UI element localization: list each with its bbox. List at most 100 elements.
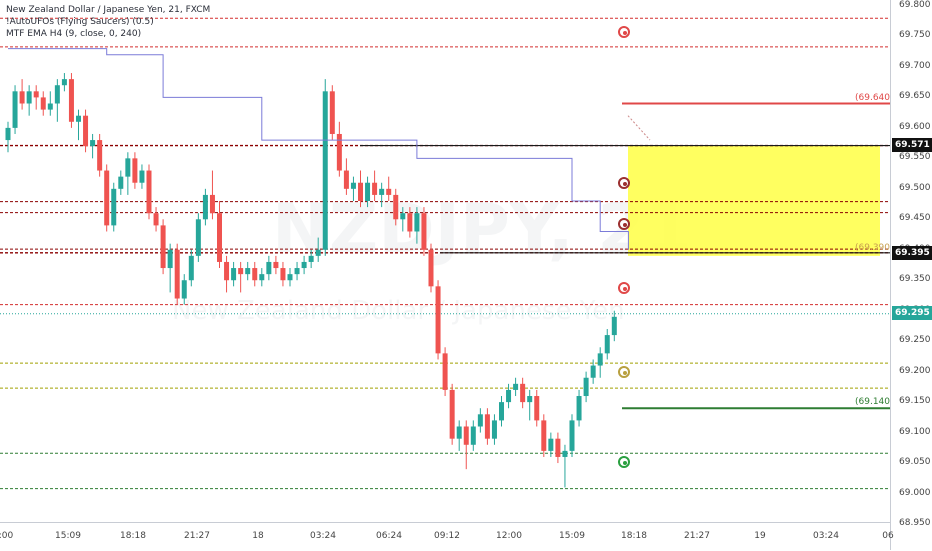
candle-body [217, 213, 222, 262]
ufo-marker[interactable] [618, 218, 630, 231]
candle-body [301, 261, 307, 269]
price-tick-label: 69.150 [899, 396, 931, 407]
candle-body [76, 115, 81, 122]
candle-body [611, 316, 617, 336]
target-up-label: (69.640) [855, 93, 890, 103]
candle-body [195, 219, 201, 256]
candle-body [209, 194, 215, 214]
candle-body [470, 426, 476, 445]
candle-body [153, 213, 159, 226]
time-tick-label: 03:24 [813, 531, 839, 541]
target-down-label: (69.140) [855, 397, 890, 407]
price-tick-label: 69.600 [899, 121, 931, 132]
time-tick-label: 21:27 [684, 531, 710, 541]
legend-symbol-title[interactable]: New Zealand Dollar / Japanese Yen, 21, F… [6, 5, 211, 15]
candle-body [336, 133, 342, 171]
candle-body [12, 91, 18, 128]
candle-body [181, 280, 187, 299]
price-tick-label: 69.250 [899, 335, 931, 346]
candle-body [463, 426, 469, 445]
candle-body [61, 79, 67, 86]
price-tick-label: 69.450 [899, 213, 931, 224]
candle-body [499, 402, 504, 421]
legend-indicator-ufos[interactable]: !AutoUFOs (Flying Saucers) (0.5) [6, 17, 154, 27]
candle-body [569, 420, 575, 451]
ufo-marker[interactable] [618, 282, 630, 295]
candle-body [520, 383, 526, 403]
price-tick-label: 69.800 [899, 0, 931, 10]
candle-body [273, 261, 279, 269]
candle-body [40, 97, 46, 110]
ufo-marker[interactable] [618, 26, 630, 39]
candle-body [238, 268, 244, 275]
candle-body [583, 377, 589, 397]
candle-body [26, 91, 32, 104]
time-tick-label: 15:09 [559, 531, 585, 541]
candle-body [259, 274, 265, 281]
candle-body [506, 389, 512, 403]
candle-body [202, 194, 208, 220]
supply-demand-zone [628, 145, 880, 256]
ema-line [8, 48, 629, 250]
price-tag-lower-box: 69.395 [892, 246, 932, 260]
candle-body [527, 396, 533, 403]
candle-body [104, 170, 110, 226]
candle-body [477, 414, 483, 427]
time-tick-label: :00 [0, 531, 14, 541]
price-tag-upper-box: 69.571 [892, 138, 932, 152]
candle-body [484, 414, 490, 439]
time-axis[interactable]: :00 15:09 18:18 21:27 18 03:24 06:24 09:12 12:00… [0, 522, 894, 551]
time-tick-label: 09:12 [434, 531, 460, 541]
price-tick-label: 69.200 [899, 365, 931, 376]
price-tick-label: 69.050 [899, 457, 931, 468]
legend-indicator-ema[interactable]: MTF EMA H4 (9, close, 0, 240) [6, 29, 142, 39]
candle-body [541, 420, 547, 451]
candle-body [111, 188, 117, 226]
price-tick-label: 69.100 [899, 426, 931, 437]
candle-body [167, 249, 173, 269]
ufo-marker[interactable] [618, 456, 630, 469]
price-tag-current: 69.295 [892, 306, 932, 320]
candle-body [54, 85, 60, 104]
box-bottom-label: (69.390) [855, 243, 890, 253]
candle-body [400, 213, 406, 220]
candle-body [350, 182, 356, 189]
candle-body [604, 335, 610, 354]
candle-body [435, 286, 441, 354]
candle-body [245, 268, 251, 275]
time-tick-label: 03:24 [310, 531, 336, 541]
candle-body [146, 170, 152, 214]
price-tick-label: 69.700 [899, 60, 931, 71]
candle-body [449, 389, 455, 439]
candle-body [358, 182, 363, 202]
chart-pane[interactable]: NZDJPY, 21 New Zealand Dollar / Japanese… [0, 0, 890, 522]
ufo-marker[interactable] [618, 365, 630, 378]
ufo-marker[interactable] [618, 176, 630, 189]
candle-body [19, 91, 25, 104]
candle-body [280, 268, 286, 281]
candle-body [322, 91, 328, 250]
candle-body [97, 140, 103, 171]
price-tick-label: 68.950 [899, 518, 931, 528]
price-tick-label: 69.500 [899, 182, 931, 193]
candle-body [343, 170, 349, 189]
candle-body [308, 255, 314, 262]
price-axis[interactable]: 69.800 69.750 69.700 69.650 69.600 69.550 69.5… [890, 0, 932, 550]
projection-line [627, 115, 651, 141]
candle-body [372, 182, 378, 195]
candle-body [379, 188, 385, 195]
price-tick-label: 69.750 [899, 30, 931, 41]
time-tick-label: 19 [754, 531, 766, 541]
time-tick-label: 18 [252, 531, 264, 541]
candle-body [386, 188, 392, 195]
time-tick-label: 06:24 [376, 531, 402, 541]
candle-body [548, 438, 554, 451]
candle-body [365, 182, 371, 202]
candle-body [597, 353, 603, 366]
candle-body [442, 353, 448, 390]
price-tick-label: 69.550 [899, 152, 931, 163]
candle-body [562, 450, 568, 457]
chart-canvas[interactable] [0, 0, 890, 522]
time-tick-label: 18:18 [621, 531, 647, 541]
candle-body [534, 396, 540, 421]
